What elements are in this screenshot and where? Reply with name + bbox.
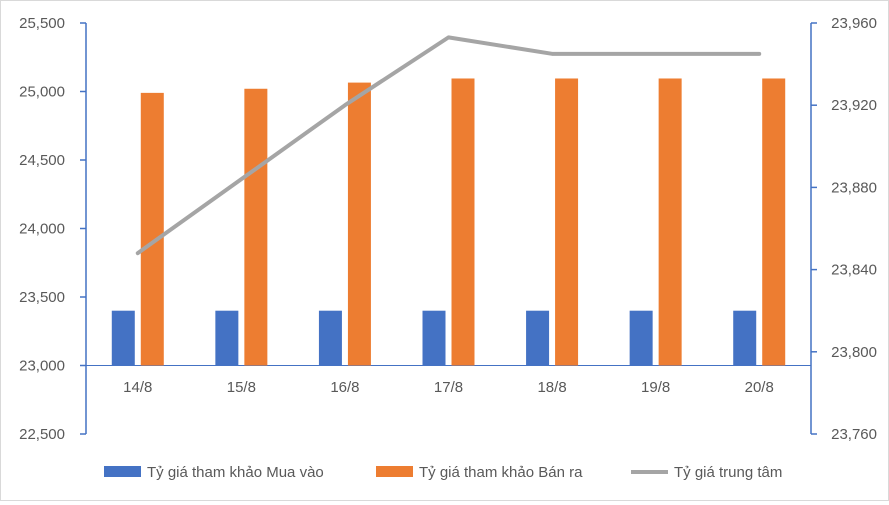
bar-buy (423, 311, 446, 366)
left-y-tick-label: 22,500 (19, 426, 65, 443)
bar-buy (733, 311, 756, 366)
left-y-tick-label: 25,000 (19, 84, 65, 101)
x-tick-label: 19/8 (641, 379, 670, 396)
right-y-tick-label: 23,800 (831, 344, 877, 361)
x-tick-label: 17/8 (434, 379, 463, 396)
bar-sell (141, 93, 164, 366)
left-y-tick-label: 25,500 (19, 15, 65, 32)
x-tick-label: 14/8 (123, 379, 152, 396)
bar-sell (244, 89, 267, 366)
legend: Tỷ giá tham khảo Mua vào Tỷ giá tham khảo… (104, 464, 782, 481)
right-y-tick-label: 23,920 (831, 97, 877, 114)
legend-label: Tỷ giá tham khảo Bán ra (419, 464, 583, 481)
left-y-tick-label: 24,500 (19, 152, 65, 169)
legend-label: Tỷ giá tham khảo Mua vào (147, 464, 324, 481)
legend-label: Tỷ giá trung tâm (674, 464, 782, 481)
right-y-tick-label: 23,760 (831, 426, 877, 443)
bar-sell (555, 78, 578, 365)
axes (80, 23, 817, 434)
bar-buy (526, 311, 549, 366)
legend-swatch (376, 466, 413, 477)
x-tick-label: 18/8 (537, 379, 566, 396)
bar-buy (112, 311, 135, 366)
bar-sell (348, 83, 371, 366)
legend-swatch (104, 466, 141, 477)
bar-sell (452, 78, 475, 365)
bar-series (112, 78, 785, 365)
bar-buy (215, 311, 238, 366)
bar-sell (762, 78, 785, 365)
x-tick-label: 20/8 (745, 379, 774, 396)
x-tick-label: 16/8 (330, 379, 359, 396)
right-y-tick-label: 23,880 (831, 179, 877, 196)
right-y-tick-label: 23,840 (831, 262, 877, 279)
bar-sell (659, 78, 682, 365)
right-y-tick-label: 23,960 (831, 15, 877, 32)
left-y-tick-label: 23,500 (19, 289, 65, 306)
bar-buy (630, 311, 653, 366)
left-y-tick-label: 24,000 (19, 221, 65, 238)
left-y-tick-label: 23,000 (19, 358, 65, 375)
x-tick-label: 15/8 (227, 379, 256, 396)
bar-buy (319, 311, 342, 366)
